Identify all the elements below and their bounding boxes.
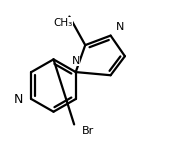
- Text: Br: Br: [82, 126, 94, 136]
- Text: N: N: [71, 56, 80, 66]
- Text: N: N: [115, 22, 124, 32]
- Text: CH₃: CH₃: [53, 18, 73, 28]
- Text: N: N: [14, 92, 23, 106]
